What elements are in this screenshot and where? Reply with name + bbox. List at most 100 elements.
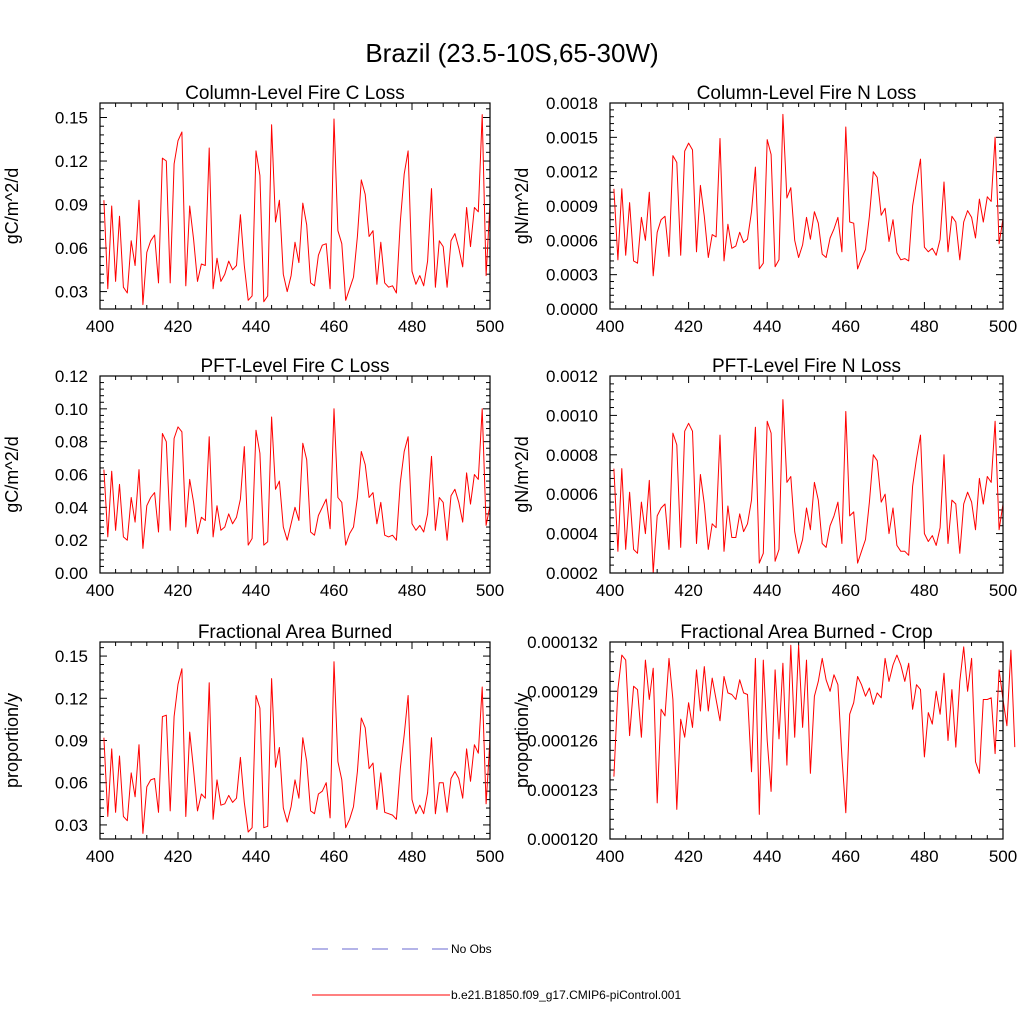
- x-tick-label: 420: [674, 847, 702, 866]
- series-line: [103, 114, 491, 306]
- x-tick-label: 440: [242, 317, 270, 336]
- x-tick-label: 460: [832, 847, 860, 866]
- panel-5: Fractional Area Burned proportion/y 400 420…: [2, 622, 504, 866]
- x-tick-label: 500: [989, 581, 1017, 600]
- y-tick-label: 0.0012: [546, 163, 598, 182]
- x-tick-label: 400: [596, 317, 624, 336]
- y-tick-label: 0.09: [55, 196, 88, 215]
- panels: Column-Level Fire C Loss gC/m^2/d 400 420 44…: [2, 83, 1017, 866]
- x-tick-label: 460: [832, 317, 860, 336]
- plot-frame: [609, 102, 1004, 310]
- x-tick-label: 420: [674, 581, 702, 600]
- y-axis-label: gN/m^2/d: [512, 168, 532, 244]
- x-tick-label: 500: [476, 317, 504, 336]
- x-tick-label: 480: [910, 847, 938, 866]
- x-tick-label: 460: [320, 581, 348, 600]
- legend: No Obs b.e21.B1850.f09_g17.CMIP6-piContr…: [312, 942, 681, 1002]
- y-axis-label: gC/m^2/d: [2, 436, 22, 512]
- x-tick-label: 480: [398, 581, 426, 600]
- y-tick-label: 0.0008: [546, 446, 598, 465]
- y-axis-label: gC/m^2/d: [2, 168, 22, 244]
- x-tick-label: 440: [753, 847, 781, 866]
- x-tick-label: 460: [832, 581, 860, 600]
- x-tick-label: 500: [476, 581, 504, 600]
- x-tick-label: 400: [86, 317, 114, 336]
- y-axis-label: proportion/y: [2, 693, 22, 788]
- legend-model-label: b.e21.B1850.f09_g17.CMIP6-piControl.001: [451, 988, 681, 1002]
- y-tick-label: 0.000126: [527, 732, 598, 751]
- y-tick-label: 0.10: [55, 400, 88, 419]
- series-line: [103, 408, 491, 549]
- y-tick-label: 0.0006: [546, 485, 598, 504]
- y-tick-label: 0.03: [55, 283, 88, 302]
- x-tick-label: 480: [398, 317, 426, 336]
- y-tick-label: 0.00: [55, 564, 88, 583]
- x-tick-label: 440: [242, 581, 270, 600]
- x-tick-label: 400: [596, 847, 624, 866]
- x-tick-label: 500: [989, 317, 1017, 336]
- panel-title: PFT-Level Fire C Loss: [201, 356, 390, 377]
- y-tick-label: 0.0015: [546, 128, 598, 147]
- panel-1: Column-Level Fire C Loss gC/m^2/d 400 420 44…: [2, 83, 504, 336]
- x-tick-label: 420: [164, 847, 192, 866]
- panel-2: Column-Level Fire N Loss gN/m^2/d 400 420 44…: [512, 83, 1017, 336]
- y-tick-label: 0.0004: [546, 525, 598, 544]
- x-tick-label: 460: [320, 317, 348, 336]
- y-tick-label: 0.000120: [527, 830, 598, 849]
- y-tick-label: 0.000123: [527, 781, 598, 800]
- x-tick-label: 440: [753, 581, 781, 600]
- x-tick-label: 480: [910, 581, 938, 600]
- x-tick-label: 420: [164, 581, 192, 600]
- y-tick-label: 0.03: [55, 816, 88, 835]
- y-tick-label: 0.0009: [546, 197, 598, 216]
- x-tick-label: 440: [242, 847, 270, 866]
- y-tick-label: 0.0003: [546, 266, 598, 285]
- plot-frame: [99, 641, 491, 840]
- x-tick-label: 420: [674, 317, 702, 336]
- panel-6: Fractional Area Burned - Crop proportion/…: [512, 622, 1017, 866]
- x-tick-label: 400: [596, 581, 624, 600]
- panel-3: PFT-Level Fire C Loss gC/m^2/d 400 420 440 46…: [2, 356, 504, 600]
- panel-title: PFT-Level Fire N Loss: [712, 356, 901, 377]
- plot-frame: [99, 375, 491, 574]
- y-tick-label: 0.02: [55, 531, 88, 550]
- x-tick-label: 440: [753, 317, 781, 336]
- panel-title: Column-Level Fire N Loss: [697, 83, 917, 104]
- y-axis-label: gN/m^2/d: [512, 436, 532, 512]
- y-tick-label: 0.06: [55, 774, 88, 793]
- plot-frame: [99, 102, 491, 310]
- series-line: [613, 399, 1004, 574]
- y-tick-label: 0.15: [55, 109, 88, 128]
- y-tick-label: 0.06: [55, 466, 88, 485]
- plot-frame: [609, 641, 1004, 840]
- y-tick-label: 0.12: [55, 367, 88, 386]
- x-tick-label: 500: [989, 847, 1017, 866]
- y-tick-label: 0.15: [55, 647, 88, 666]
- y-tick-label: 0.04: [55, 498, 88, 517]
- panel-title: Column-Level Fire C Loss: [185, 83, 405, 104]
- y-tick-label: 0.000129: [527, 682, 598, 701]
- y-tick-label: 0.0010: [546, 406, 598, 425]
- series-line: [613, 644, 1016, 815]
- y-tick-label: 0.12: [55, 152, 88, 171]
- x-tick-label: 500: [476, 847, 504, 866]
- series-line: [613, 113, 1004, 277]
- y-axis-label: proportion/y: [512, 693, 532, 788]
- y-tick-label: 0.0012: [546, 367, 598, 386]
- y-tick-label: 0.08: [55, 433, 88, 452]
- y-tick-label: 0.06: [55, 239, 88, 258]
- y-tick-label: 0.12: [55, 689, 88, 708]
- plot-frame: [609, 375, 1004, 574]
- panel-title: Fractional Area Burned: [198, 622, 392, 643]
- x-tick-label: 480: [398, 847, 426, 866]
- y-tick-label: 0.0006: [546, 231, 598, 250]
- panel-4: PFT-Level Fire N Loss gN/m^2/d 400 420 440 46…: [512, 356, 1017, 600]
- y-tick-label: 0.000132: [527, 633, 598, 652]
- x-tick-label: 480: [910, 317, 938, 336]
- y-tick-label: 0.0002: [546, 564, 598, 583]
- figure-title: Brazil (23.5-10S,65-30W): [365, 38, 658, 68]
- x-tick-label: 460: [320, 847, 348, 866]
- series-line: [103, 661, 491, 834]
- x-tick-label: 420: [164, 317, 192, 336]
